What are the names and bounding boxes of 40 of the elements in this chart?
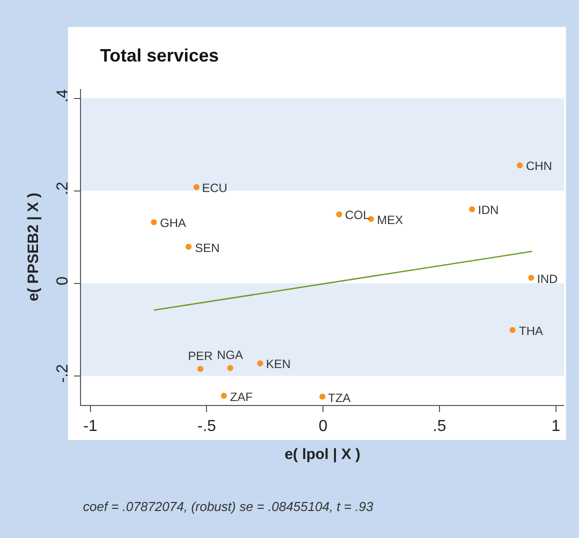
y-axis-title: e( PPSEB2 | X ) bbox=[24, 192, 42, 302]
annotation: NGA bbox=[217, 348, 244, 362]
annotation: IDN bbox=[478, 203, 499, 217]
annotation: SEN bbox=[195, 241, 220, 255]
x-tick-label: .5 bbox=[432, 418, 446, 436]
point bbox=[336, 211, 342, 218]
x-axis-title: e( lpol | X ) bbox=[284, 446, 360, 464]
point bbox=[469, 206, 476, 212]
x-tick-label: -1 bbox=[83, 418, 98, 436]
y-tick-label: .4 bbox=[54, 89, 72, 103]
point bbox=[528, 274, 534, 281]
y-tick-label: -.2 bbox=[54, 364, 72, 383]
y-tick-label: .2 bbox=[54, 182, 72, 196]
annotation: THA bbox=[519, 324, 543, 338]
annotation: COL bbox=[345, 208, 370, 222]
point bbox=[319, 394, 326, 400]
annotation: ZAF bbox=[230, 390, 253, 404]
annotation: TZA bbox=[328, 391, 351, 405]
chart-title: Total services bbox=[100, 45, 219, 66]
point bbox=[510, 327, 516, 334]
annotation: GHA bbox=[160, 216, 186, 230]
point bbox=[257, 360, 264, 366]
x-tick-label: 0 bbox=[318, 418, 328, 436]
y-tick-label: 0 bbox=[54, 276, 72, 286]
annotation: IND bbox=[537, 272, 558, 286]
text: coef = .07872074, (robust) se = .08455104, t = .93 bbox=[83, 499, 374, 514]
annotation: KEN bbox=[266, 357, 291, 371]
point bbox=[516, 162, 523, 168]
point bbox=[193, 184, 200, 190]
annotation: PER bbox=[188, 349, 214, 363]
point bbox=[220, 392, 227, 399]
annotation: ECU bbox=[202, 181, 228, 195]
point bbox=[197, 366, 204, 372]
point bbox=[150, 219, 157, 226]
x-tick-label: 1 bbox=[551, 418, 560, 436]
annotation: MEX bbox=[377, 213, 404, 227]
x-tick-label: -.5 bbox=[197, 418, 216, 436]
annotation: CHN bbox=[526, 159, 552, 173]
point bbox=[227, 364, 234, 371]
point bbox=[186, 244, 192, 250]
